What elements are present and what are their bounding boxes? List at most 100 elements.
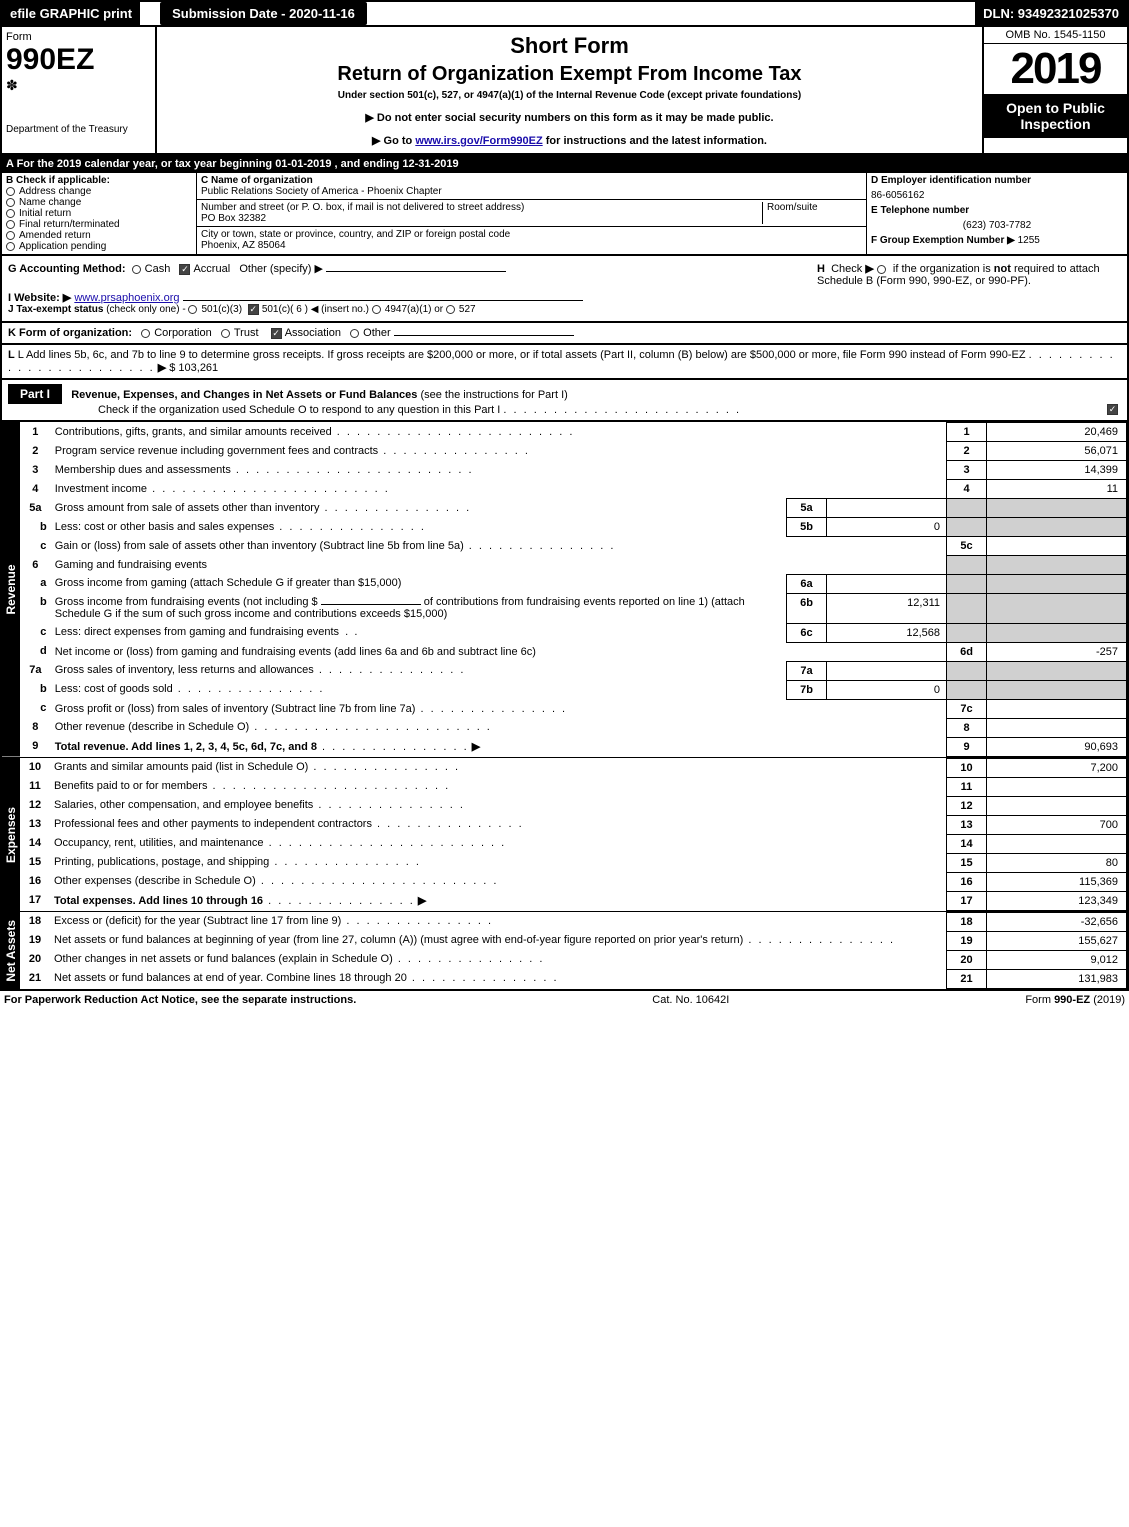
opt-app-pending: Application pending xyxy=(19,241,106,252)
section-def: D Employer identification number 86-6056… xyxy=(867,173,1127,254)
dept-treasury: Department of the Treasury xyxy=(6,124,151,135)
k-corp-radio[interactable] xyxy=(141,329,150,338)
line-1: 1Contributions, gifts, grants, and simil… xyxy=(20,423,1127,442)
section-b: B Check if applicable: Address change Na… xyxy=(2,173,197,254)
tax-year-bar: A For the 2019 calendar year, or tax yea… xyxy=(0,155,1129,173)
opt-address-change: Address change xyxy=(19,186,91,197)
c-addr-label: Number and street (or P. O. box, if mail… xyxy=(201,202,524,213)
j-501c3-radio[interactable] xyxy=(188,305,197,314)
amended-return-radio[interactable] xyxy=(6,231,15,240)
line-7b: bLess: cost of goods sold7b0 xyxy=(20,680,1127,699)
part1-title2: (see the instructions for Part I) xyxy=(420,389,567,401)
k-trust: Trust xyxy=(234,327,259,339)
i-label: I Website: ▶ xyxy=(8,292,71,304)
ein-value: 86-6056162 xyxy=(871,190,1123,201)
line-6d: dNet income or (loss) from gaming and fu… xyxy=(20,642,1127,661)
tel-value: (623) 703-7782 xyxy=(871,220,1123,231)
tax-year: 2019 xyxy=(984,44,1127,94)
cash-radio[interactable] xyxy=(132,265,141,274)
expenses-side-label: Expenses xyxy=(2,758,20,911)
j-527-radio[interactable] xyxy=(446,305,455,314)
section-ghij: H Check ▶ if the organization is not req… xyxy=(0,256,1129,323)
room-suite-label: Room/suite xyxy=(767,202,818,213)
line-2: 2Program service revenue including gover… xyxy=(20,442,1127,461)
sub-title: Under section 501(c), 527, or 4947(a)(1)… xyxy=(163,90,976,101)
opt-amended: Amended return xyxy=(19,230,91,241)
line-6c: cLess: direct expenses from gaming and f… xyxy=(20,623,1127,642)
instruction-2: ▶ Go to www.irs.gov/Form990EZ for instru… xyxy=(163,134,976,147)
return-title: Return of Organization Exempt From Incom… xyxy=(163,63,976,86)
final-return-radio[interactable] xyxy=(6,220,15,229)
j-501c: 501(c)( 6 ) ◀ (insert no.) xyxy=(262,304,369,315)
l-arrow-icon: ▶ xyxy=(158,362,166,374)
section-h: H Check ▶ if the organization is not req… xyxy=(817,262,1117,287)
tel-label: E Telephone number xyxy=(871,205,969,216)
short-form-title: Short Form xyxy=(163,33,976,59)
line-7c: cGross profit or (loss) from sales of in… xyxy=(20,699,1127,718)
line-5b: bLess: cost or other basis and sales exp… xyxy=(20,518,1127,537)
org-name: Public Relations Society of America - Ph… xyxy=(201,186,442,197)
net-assets-side-label: Net Assets xyxy=(2,912,20,990)
section-l: L L Add lines 5b, 6c, and 7b to line 9 t… xyxy=(0,345,1129,380)
line-16: 16Other expenses (describe in Schedule O… xyxy=(20,872,1127,891)
line-6: 6Gaming and fundraising events xyxy=(20,556,1127,575)
org-addr: PO Box 32382 xyxy=(201,213,266,224)
name-change-radio[interactable] xyxy=(6,198,15,207)
part1-schedule-o-checkbox[interactable]: ✓ xyxy=(1107,404,1118,415)
instr2-pre: ▶ Go to xyxy=(372,135,415,147)
k-trust-radio[interactable] xyxy=(221,329,230,338)
footer-right: Form 990-EZ (2019) xyxy=(1025,994,1125,1006)
application-pending-radio[interactable] xyxy=(6,242,15,251)
accrual-checkbox[interactable]: ✓ xyxy=(179,264,190,275)
footer-left: For Paperwork Reduction Act Notice, see … xyxy=(4,994,356,1006)
line-10: 10Grants and similar amounts paid (list … xyxy=(20,758,1127,777)
line-18: 18Excess or (deficit) for the year (Subt… xyxy=(20,912,1127,931)
form-number: 990EZ xyxy=(6,43,151,77)
line-5c: cGain or (loss) from sale of assets othe… xyxy=(20,537,1127,556)
expenses-table: 10Grants and similar amounts paid (list … xyxy=(20,758,1127,911)
grp-number: 1255 xyxy=(1018,235,1040,246)
k-other-radio[interactable] xyxy=(350,329,359,338)
line-6a: aGross income from gaming (attach Schedu… xyxy=(20,574,1127,593)
k-assoc-checkbox[interactable]: ✓ xyxy=(271,328,282,339)
instruction-1: ▶ Do not enter social security numbers o… xyxy=(163,111,976,124)
expenses-section: Expenses 10Grants and similar amounts pa… xyxy=(0,758,1129,912)
h-check-radio[interactable] xyxy=(877,265,886,274)
j-4947-radio[interactable] xyxy=(372,305,381,314)
form-header: Form 990EZ ✽ Department of the Treasury … xyxy=(0,25,1129,155)
line-19: 19Net assets or fund balances at beginni… xyxy=(20,931,1127,950)
line-9: 9Total revenue. Add lines 1, 2, 3, 4, 5c… xyxy=(20,737,1127,756)
efile-graphic-print-label[interactable]: efile GRAPHIC print xyxy=(2,2,140,25)
c-name-label: C Name of organization xyxy=(201,175,313,186)
website-link[interactable]: www.prsaphoenix.org xyxy=(74,292,179,304)
section-c: C Name of organization Public Relations … xyxy=(197,173,867,254)
form-word: Form xyxy=(6,31,151,43)
omb-number: OMB No. 1545-1150 xyxy=(984,27,1127,44)
initial-return-radio[interactable] xyxy=(6,209,15,218)
footer: For Paperwork Reduction Act Notice, see … xyxy=(0,991,1129,1009)
j-label: J Tax-exempt status xyxy=(8,304,103,315)
opt-final-return: Final return/terminated xyxy=(19,219,120,230)
part1-checkline: Check if the organization used Schedule … xyxy=(98,404,500,416)
l-text: L Add lines 5b, 6c, and 7b to line 9 to … xyxy=(18,349,1026,361)
revenue-table: 1Contributions, gifts, grants, and simil… xyxy=(20,422,1127,757)
address-change-radio[interactable] xyxy=(6,187,15,196)
j-501c3: 501(c)(3) xyxy=(201,304,242,315)
line-8: 8Other revenue (describe in Schedule O)8 xyxy=(20,718,1127,737)
line-6b: bGross income from fundraising events (n… xyxy=(20,593,1127,623)
g-other: Other (specify) ▶ xyxy=(239,263,323,275)
form-id-col: Form 990EZ ✽ Department of the Treasury xyxy=(2,27,157,153)
top-bar: efile GRAPHIC print Submission Date - 20… xyxy=(0,0,1129,25)
g-cash: Cash xyxy=(145,263,171,275)
line-7a: 7aGross sales of inventory, less returns… xyxy=(20,661,1127,680)
g-accrual: Accrual xyxy=(193,263,230,275)
j-501c-checkbox[interactable]: ✓ xyxy=(248,304,259,315)
irs-link[interactable]: www.irs.gov/Form990EZ xyxy=(415,135,542,147)
net-assets-section: Net Assets 18Excess or (deficit) for the… xyxy=(0,912,1129,992)
k-other: Other xyxy=(363,327,391,339)
org-city: Phoenix, AZ 85064 xyxy=(201,240,286,251)
k-label: K Form of organization: xyxy=(8,327,132,339)
part1-tab: Part I xyxy=(8,384,62,404)
k-assoc: Association xyxy=(285,327,341,339)
line-21: 21Net assets or fund balances at end of … xyxy=(20,969,1127,988)
